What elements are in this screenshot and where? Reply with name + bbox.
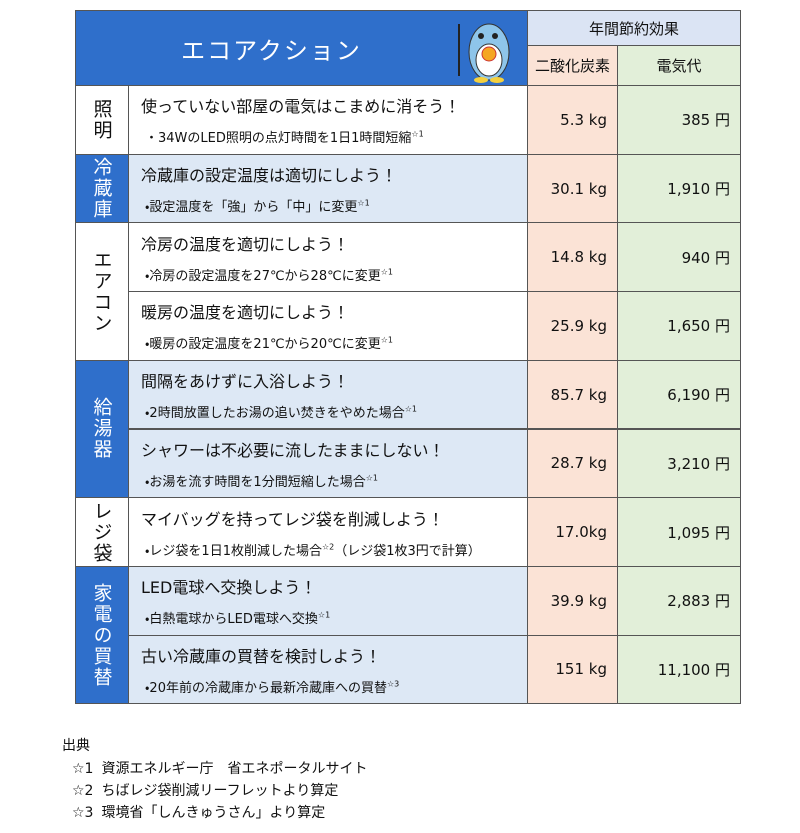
detail-line: ・お湯を流す時間を1分間短縮した場合☆1 [141, 471, 378, 490]
yen: 1,095 円 [617, 497, 741, 567]
effect-header: 年間節約効果 [527, 10, 741, 46]
action-cell: マイバッグを持ってレジ袋を削減しよう！ ・レジ袋を1日1枚削減した場合☆2（レジ袋… [128, 497, 528, 567]
mascot [458, 23, 510, 83]
co2-header: 二酸化炭素 [527, 45, 618, 86]
title-cell: エコアクション [75, 10, 528, 86]
category: レジ袋 [75, 497, 129, 567]
action: 冷房の温度を適切にしよう！ [141, 234, 350, 254]
detail: ・34WのLED照明の点灯時間を1日1時間短縮 [145, 131, 412, 147]
detail-tail: （レジ袋1枚3円で計算） [334, 543, 481, 559]
source-mark: ☆3 [72, 805, 94, 821]
detail-line: ・設定温度を「強」から「中」に変更☆1 [141, 196, 370, 215]
action-cell: 間隔をあけずに入浴しよう！ ・2時間放置したお湯の追い焚きをやめた場合☆1 [128, 359, 528, 430]
detail-line: ・白熱電球からLED電球へ交換☆1 [141, 608, 330, 627]
co2: 39.9 kg [527, 565, 618, 636]
yen: 940 円 [617, 222, 741, 293]
source-line: ☆3 環境省「しんきゅうさん」より算定 [72, 802, 325, 822]
source-text: 環境省「しんきゅうさん」より算定 [101, 805, 326, 821]
co2: 17.0kg [527, 497, 618, 567]
detail: ・レジ袋を1日1枚削減した場合 [145, 543, 322, 559]
yen: 11,100 円 [617, 634, 741, 705]
detail: ・設定温度を「強」から「中」に変更 [145, 200, 358, 216]
yen: 6,190 円 [617, 359, 741, 430]
note: ☆1 [380, 267, 393, 277]
action: 暖房の温度を適切にしよう！ [141, 303, 350, 323]
action-cell: 暖房の温度を適切にしよう！ ・暖房の設定温度を21℃から20℃に変更☆1 [128, 291, 528, 361]
note: ☆1 [317, 610, 331, 620]
action-cell: 古い冷蔵庫の買替を検討しよう！ ・20年前の冷蔵庫から最新冷蔵庫への買替☆3 [128, 634, 528, 705]
detail: ・暖房の設定温度を21℃から20℃に変更 [145, 337, 381, 353]
co2: 25.9 kg [527, 291, 618, 361]
co2: 14.8 kg [527, 222, 618, 293]
sources-title: 出典 [62, 738, 90, 754]
source-text: ちばレジ袋削減リーフレットより算定 [101, 783, 339, 799]
action: LED電球へ交換しよう！ [141, 578, 317, 598]
category: 家電の買替 [75, 565, 129, 705]
action-cell: LED電球へ交換しよう！ ・白熱電球からLED電球へ交換☆1 [128, 565, 528, 636]
yen: 1,910 円 [617, 153, 741, 224]
source-text: 資源エネルギー庁 省エネポータルサイト [101, 761, 368, 777]
co2: 5.3 kg [527, 85, 618, 155]
note: ☆1 [411, 130, 424, 140]
action: シャワーは不必要に流したままにしない！ [141, 440, 445, 460]
yen: 385 円 [617, 85, 741, 155]
detail: ・白熱電球からLED電球へ交換 [145, 612, 318, 628]
detail-line: ・20年前の冷蔵庫から最新冷蔵庫への買替☆3 [141, 677, 399, 696]
yen: 1,650 円 [617, 291, 741, 361]
source-mark: ☆2 [72, 783, 94, 799]
action: マイバッグを持ってレジ袋を削減しよう！ [141, 509, 444, 529]
action: 使っていない部屋の電気はこまめに消そう！ [141, 97, 461, 117]
action-cell: 冷房の温度を適切にしよう！ ・冷房の設定温度を27℃から28℃に変更☆1 [128, 222, 528, 293]
note: ☆1 [365, 473, 378, 483]
yen-header: 電気代 [617, 45, 741, 86]
note: ☆1 [380, 336, 393, 346]
category: 冷蔵庫 [75, 153, 129, 224]
action-cell: 使っていない部屋の電気はこまめに消そう！ ・34WのLED照明の点灯時間を1日1時… [128, 85, 528, 155]
detail-line: ・冷房の設定温度を27℃から28℃に変更☆1 [141, 265, 393, 284]
note: ☆2 [321, 542, 335, 552]
source-line: ☆2 ちばレジ袋削減リーフレットより算定 [72, 780, 338, 800]
action-cell: シャワーは不必要に流したままにしない！ ・お湯を流す時間を1分間短縮した場合☆1 [128, 428, 528, 499]
detail-line: ・レジ袋を1日1枚削減した場合☆2（レジ袋1枚3円で計算） [141, 540, 481, 559]
note: ☆1 [357, 198, 370, 208]
co2: 151 kg [527, 634, 618, 705]
detail-line: ・34WのLED照明の点灯時間を1日1時間短縮☆1 [141, 127, 424, 146]
yen: 2,883 円 [617, 565, 741, 636]
detail: ・2時間放置したお湯の追い焚きをやめた場合 [145, 406, 405, 422]
co2: 28.7 kg [527, 428, 618, 499]
action: 古い冷蔵庫の買替を検討しよう！ [141, 646, 382, 666]
source-mark: ☆1 [72, 761, 94, 777]
detail: ・冷房の設定温度を27℃から28℃に変更 [145, 268, 381, 284]
category: 給湯器 [75, 359, 129, 499]
detail: ・お湯を流す時間を1分間短縮した場合 [145, 474, 366, 490]
action: 冷蔵庫の設定温度は適切にしよう！ [141, 166, 398, 186]
category: 照明 [75, 85, 129, 155]
note: ☆1 [404, 404, 417, 414]
detail-line: ・暖房の設定温度を21℃から20℃に変更☆1 [141, 333, 393, 352]
co2: 85.7 kg [527, 359, 618, 430]
source-line: ☆1 資源エネルギー庁 省エネポータルサイト [72, 758, 367, 778]
detail: ・20年前の冷蔵庫から最新冷蔵庫への買替 [145, 680, 387, 696]
co2: 30.1 kg [527, 153, 618, 224]
title: エコアクション [181, 36, 362, 65]
action: 間隔をあけずに入浴しよう！ [141, 372, 350, 392]
detail-line: ・2時間放置したお湯の追い焚きをやめた場合☆1 [141, 402, 417, 421]
action-cell: 冷蔵庫の設定温度は適切にしよう！ ・設定温度を「強」から「中」に変更☆1 [128, 153, 528, 224]
yen: 3,210 円 [617, 428, 741, 499]
category: エアコン [75, 222, 129, 361]
note: ☆3 [386, 679, 400, 689]
